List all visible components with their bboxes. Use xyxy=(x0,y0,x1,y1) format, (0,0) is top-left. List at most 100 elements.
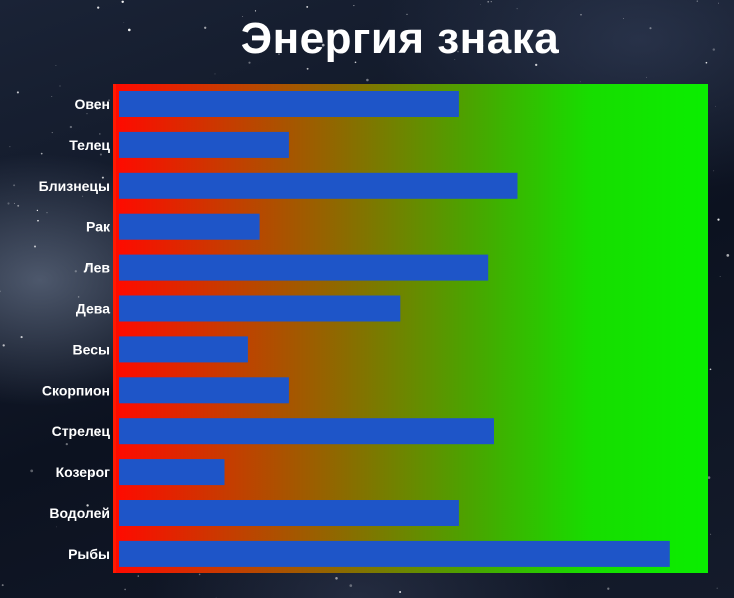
star xyxy=(198,573,201,576)
star xyxy=(92,434,95,437)
bar-6 xyxy=(119,336,248,363)
star xyxy=(718,2,720,4)
star xyxy=(361,30,364,32)
star xyxy=(716,587,718,589)
star xyxy=(77,296,80,298)
category-label-4: Лев xyxy=(84,260,111,276)
star xyxy=(87,185,89,187)
star xyxy=(579,81,581,83)
star xyxy=(20,336,23,339)
star xyxy=(106,346,109,349)
star xyxy=(696,0,698,2)
category-label-10: Водолей xyxy=(49,505,110,521)
chart-title: Энергия знака xyxy=(240,14,560,63)
star xyxy=(399,591,402,593)
star xyxy=(74,270,77,273)
star xyxy=(16,91,19,94)
star xyxy=(719,275,721,277)
star xyxy=(649,27,652,30)
star xyxy=(623,18,625,19)
star xyxy=(646,76,648,78)
star xyxy=(705,61,708,64)
star xyxy=(714,105,716,107)
star xyxy=(108,99,110,101)
star xyxy=(717,218,720,221)
star xyxy=(51,132,53,134)
bar-3 xyxy=(119,213,260,240)
star xyxy=(82,195,84,197)
star xyxy=(457,50,459,53)
star xyxy=(101,176,104,179)
star xyxy=(321,43,325,47)
category-label-6: Весы xyxy=(73,341,110,357)
star xyxy=(90,473,94,476)
star xyxy=(124,588,126,591)
category-label-3: Рак xyxy=(86,219,111,235)
star xyxy=(46,212,48,214)
star xyxy=(580,13,582,16)
bar-9 xyxy=(119,459,225,486)
star xyxy=(709,368,712,371)
category-label-5: Дева xyxy=(76,301,110,317)
star xyxy=(315,39,317,41)
star xyxy=(86,504,89,507)
star xyxy=(56,526,57,528)
star xyxy=(214,73,216,75)
star xyxy=(36,209,39,212)
star xyxy=(713,170,715,172)
bar-4 xyxy=(119,254,489,281)
star xyxy=(0,290,1,293)
star xyxy=(98,228,101,231)
star xyxy=(516,8,518,10)
star xyxy=(248,61,251,64)
star xyxy=(13,202,15,204)
category-label-8: Стрелец xyxy=(52,423,111,439)
bar-2 xyxy=(119,172,518,199)
star xyxy=(707,476,711,479)
star xyxy=(55,65,57,66)
star xyxy=(87,264,90,267)
bar-5 xyxy=(119,295,401,322)
star xyxy=(481,44,484,47)
star xyxy=(487,0,490,3)
bar-1 xyxy=(119,131,289,158)
star xyxy=(710,533,712,535)
star xyxy=(37,219,39,222)
star xyxy=(215,596,217,598)
bar-10 xyxy=(119,500,459,526)
star xyxy=(86,112,88,115)
category-label-7: Скорпион xyxy=(42,382,110,398)
star xyxy=(335,577,338,580)
star xyxy=(306,67,309,70)
star xyxy=(366,78,369,82)
category-label-9: Козерог xyxy=(56,464,111,480)
star xyxy=(51,96,53,97)
category-label-1: Телец xyxy=(69,137,110,153)
star xyxy=(17,204,20,207)
star xyxy=(490,1,492,3)
bar-0 xyxy=(119,91,459,117)
star xyxy=(99,133,101,135)
star xyxy=(59,85,61,87)
star xyxy=(306,5,309,8)
star xyxy=(97,6,100,9)
star xyxy=(40,152,43,155)
star xyxy=(535,63,538,67)
category-label-0: Овен xyxy=(74,96,110,112)
star xyxy=(254,10,257,12)
star xyxy=(712,48,716,51)
category-label-11: Рыбы xyxy=(68,546,110,562)
star xyxy=(354,61,357,64)
star xyxy=(65,442,68,446)
bar-7 xyxy=(119,377,289,404)
star xyxy=(127,28,131,32)
star xyxy=(97,431,100,434)
star xyxy=(30,469,34,473)
star xyxy=(121,0,124,4)
star xyxy=(1,584,4,587)
star xyxy=(9,146,11,148)
star xyxy=(95,107,99,110)
star xyxy=(123,22,125,23)
star xyxy=(137,575,139,577)
